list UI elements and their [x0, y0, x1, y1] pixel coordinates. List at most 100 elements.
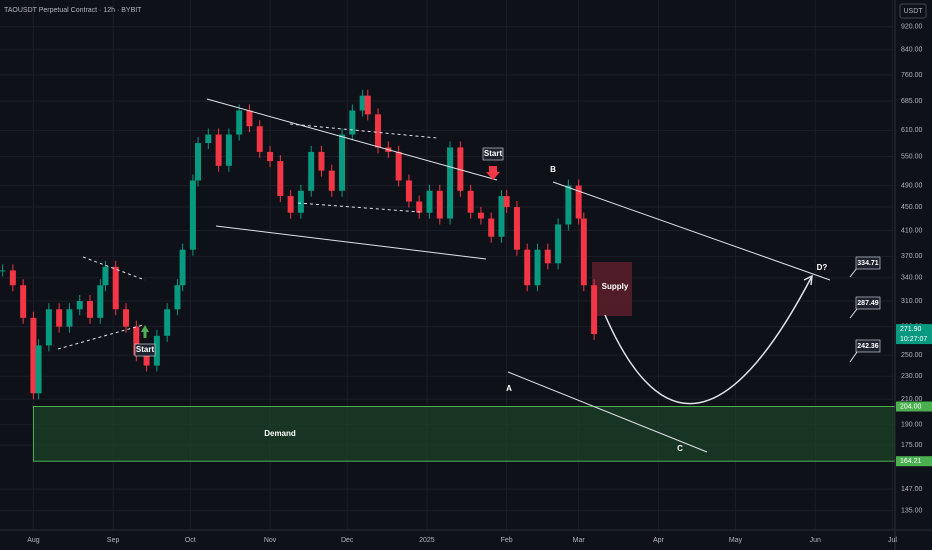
symbol-title: TAOUSDT Perpetual Contract · 12h · BYBIT — [4, 7, 142, 14]
candle-body — [405, 180, 412, 202]
candle-body — [575, 185, 582, 219]
candle-body — [375, 114, 382, 148]
y-tick-label: 610.00 — [901, 127, 923, 134]
y-tick-label: 370.00 — [901, 253, 923, 260]
candle-body — [498, 196, 505, 237]
start-label: Start — [484, 149, 503, 158]
trendline — [297, 202, 421, 213]
x-tick-label: Dec — [341, 537, 354, 544]
candle-body — [426, 190, 433, 213]
trendline — [507, 371, 708, 453]
candle-body — [447, 147, 454, 219]
y-tick-label: 760.00 — [901, 72, 923, 79]
y-tick-label: 310.00 — [901, 298, 923, 305]
candle-body — [477, 212, 484, 219]
candle-body — [364, 95, 371, 115]
candle-body — [349, 110, 356, 135]
y-tick-label: 210.00 — [901, 396, 923, 403]
candle-body — [591, 285, 598, 334]
candle-body — [308, 151, 315, 191]
candle-body — [164, 309, 171, 336]
candle-body — [143, 355, 150, 366]
currency-label[interactable]: USDT — [903, 8, 923, 15]
candle-body — [102, 266, 109, 286]
y-tick-label: 410.00 — [901, 227, 923, 234]
target-connector — [849, 351, 858, 363]
target-label: 287.49 — [857, 300, 879, 307]
candle-body — [87, 301, 94, 318]
y-tick-label: 250.00 — [901, 352, 923, 359]
y-tick-label: 550.00 — [901, 153, 923, 160]
candles — [0, 89, 598, 400]
candle-body — [35, 345, 42, 394]
x-tick-label: Aug — [27, 537, 40, 544]
drawings — [57, 98, 858, 453]
target-label: 334.71 — [857, 260, 879, 267]
candle-body — [555, 224, 562, 264]
candle-body — [524, 249, 531, 286]
candle-body — [45, 309, 52, 346]
candle-body — [467, 190, 474, 213]
candle-body — [513, 207, 520, 250]
candle-body — [416, 201, 423, 213]
label-box — [134, 343, 156, 357]
y-tick-label: 840.00 — [901, 47, 923, 54]
y-tick-label: 920.00 — [901, 24, 923, 31]
demand-label: Demand — [264, 429, 296, 438]
y-tick-label: 450.00 — [901, 204, 923, 211]
start-label: Start — [136, 345, 155, 354]
candle-body — [544, 249, 551, 264]
y-tick-label: 340.00 — [901, 275, 923, 282]
currency-button[interactable] — [899, 3, 927, 19]
supply-zone — [592, 262, 632, 316]
y-tick-label: 175.00 — [901, 442, 923, 449]
candle-body — [133, 326, 140, 356]
candle-body — [503, 196, 510, 208]
y-tick-label: 190.00 — [901, 421, 923, 428]
candle-body — [66, 309, 73, 327]
y-tick-label: 230.00 — [901, 373, 923, 380]
down-arrow — [486, 166, 500, 180]
candle-body — [565, 185, 572, 225]
candle-body — [580, 218, 587, 286]
projection-curve — [604, 275, 813, 405]
candle-body — [195, 143, 202, 181]
candle-body — [123, 309, 130, 327]
candle-body — [436, 190, 443, 219]
y-tick-label: 490.00 — [901, 182, 923, 189]
candle-body — [318, 151, 325, 171]
candle-body — [179, 249, 186, 286]
candle-body — [97, 285, 104, 318]
price-tag-label: 164.21 — [900, 458, 922, 465]
trendline — [289, 123, 438, 139]
candle-body — [328, 170, 335, 191]
up-arrow — [141, 325, 149, 338]
x-tick-label: Apr — [653, 537, 665, 544]
x-tick-label: Mar — [573, 537, 586, 544]
candle-body — [76, 301, 83, 310]
price-tag — [896, 401, 932, 412]
x-tick-label: 2025 — [419, 537, 435, 544]
wave-label: C — [677, 444, 683, 453]
candle-body — [488, 218, 495, 237]
axes: 920.00 840.00 760.00 685.00 610.00 550.00 490.… — [27, 24, 932, 544]
y-tick-label: 147.00 — [901, 486, 923, 493]
candle-body — [359, 95, 366, 111]
candle-body — [189, 180, 196, 250]
y-tick-label: 135.00 — [901, 507, 923, 514]
candle-body — [236, 110, 243, 135]
candle-body — [267, 151, 274, 162]
candle-body — [112, 266, 119, 310]
candle-body — [246, 110, 253, 127]
x-tick-label: Nov — [264, 537, 277, 544]
y-tick-label: 685.00 — [901, 98, 923, 105]
candle-body — [56, 309, 63, 327]
candle-body — [395, 151, 402, 181]
price-tag-label: 271.90 — [900, 326, 922, 333]
candle-body — [30, 317, 37, 394]
wave-label: A — [506, 384, 512, 393]
candle-body — [174, 285, 181, 310]
price-tag — [896, 324, 932, 345]
